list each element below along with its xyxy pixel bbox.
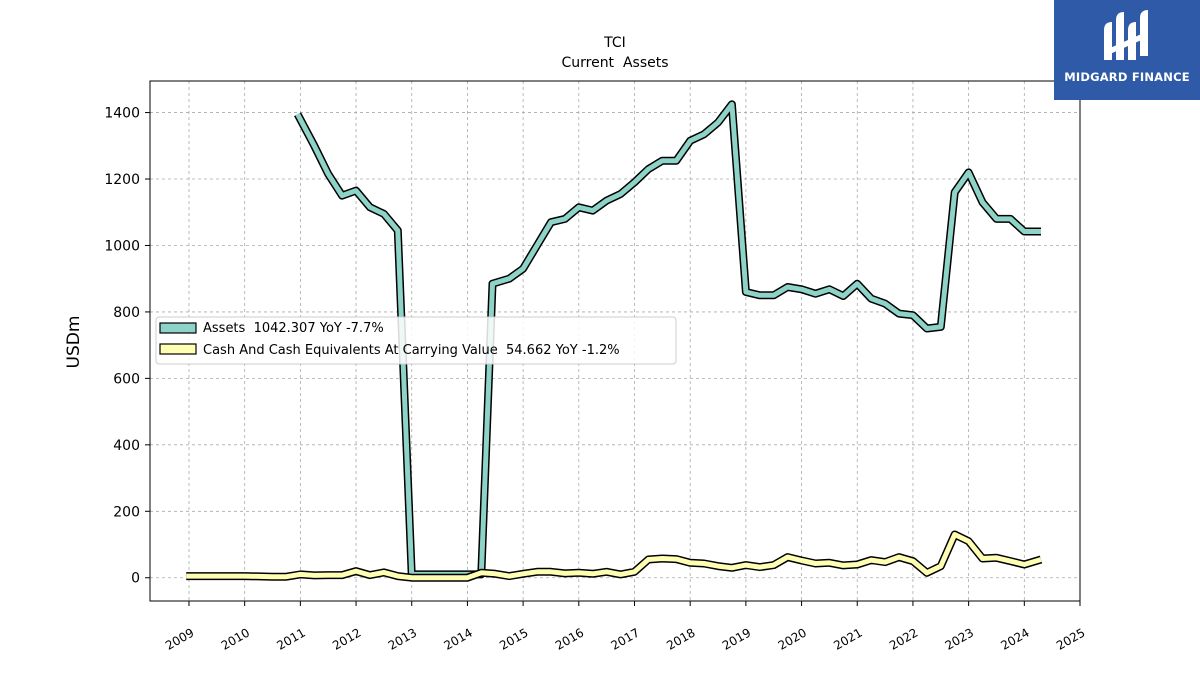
x-tick-label: 2023	[943, 625, 976, 652]
x-tick-label: 2010	[219, 625, 252, 652]
legend-label-assets: Assets 1042.307 YoY -7.7%	[203, 321, 384, 336]
x-tick-label: 2018	[664, 625, 697, 652]
y-tick-label: 1400	[104, 106, 140, 122]
chart-title: TCI	[603, 35, 626, 51]
midgard-logo-icon	[1104, 10, 1148, 60]
x-tick-label: 2025	[1054, 625, 1087, 652]
x-tick-label: 2016	[553, 625, 586, 652]
y-axis-ticks: 0 200 400 600 800 1000 1200 1400	[104, 106, 150, 587]
brand-logo: MIDGARD FINANCE	[1054, 0, 1200, 100]
x-tick-label: 2009	[163, 625, 196, 652]
chart-subtitle: Current Assets	[561, 55, 668, 71]
legend-box	[155, 316, 677, 365]
legend: Assets 1042.307 YoY -7.7% Cash And Cash …	[155, 316, 677, 365]
x-tick-label: 2014	[441, 625, 474, 652]
x-tick-label: 2013	[386, 625, 419, 652]
x-tick-label: 2022	[887, 625, 920, 652]
brand-name: MIDGARD FINANCE	[1064, 70, 1190, 84]
y-tick-label: 200	[113, 504, 140, 520]
x-tick-label: 2015	[497, 625, 530, 652]
plot-frame	[149, 80, 1081, 602]
y-tick-label: 1200	[104, 172, 140, 188]
y-tick-label: 600	[113, 371, 140, 387]
y-tick-label: 1000	[104, 238, 140, 254]
y-tick-label: 800	[113, 305, 140, 321]
x-axis-ticks: 2009 2010 2011 2012 2013 2014 2015 2016 2017 2018…	[163, 601, 1088, 653]
x-tick-label: 2020	[776, 625, 809, 652]
series-line-cash	[186, 532, 1042, 581]
x-tick-label: 2017	[609, 625, 642, 652]
y-tick-label: 400	[113, 438, 140, 454]
legend-label-cash: Cash And Cash Equivalents At Carrying Va…	[203, 343, 620, 358]
x-tick-label: 2012	[330, 625, 363, 652]
y-axis-label: USDm	[64, 316, 84, 369]
x-tick-label: 2011	[274, 625, 307, 652]
y-tick-label: 0	[131, 571, 140, 587]
legend-swatch-cash	[159, 343, 197, 355]
legend-swatch-assets	[159, 322, 197, 334]
series-lines	[186, 100, 1043, 582]
x-tick-label: 2021	[831, 625, 864, 652]
x-tick-label: 2019	[720, 625, 753, 652]
x-tick-label: 2024	[998, 625, 1031, 652]
